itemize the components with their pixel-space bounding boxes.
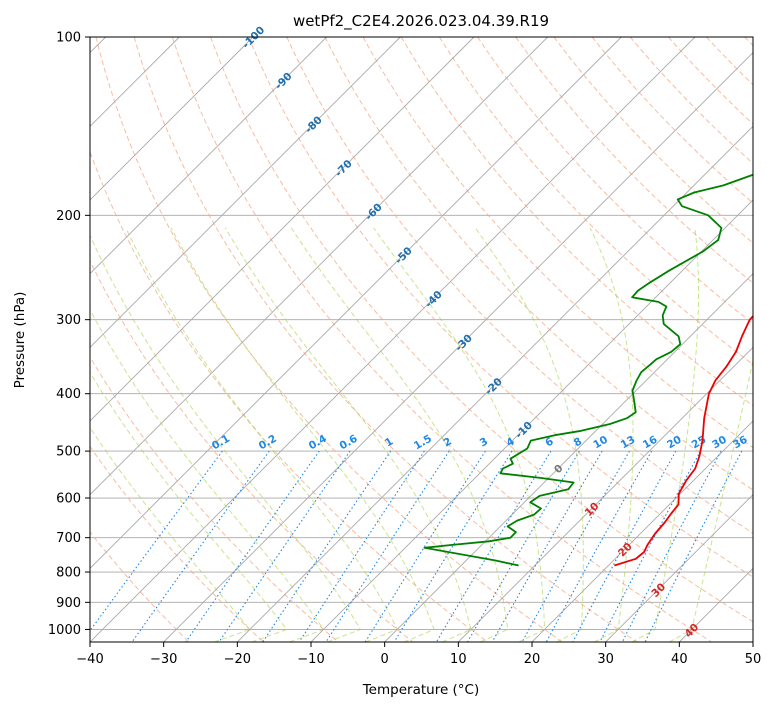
- y-tick-label: 300: [56, 313, 81, 328]
- y-tick-label: 900: [56, 596, 81, 611]
- dry-adiabat: [629, 37, 753, 165]
- mixing-ratio-line: [185, 450, 320, 642]
- moist-adiabat: [90, 308, 325, 642]
- moist-adiabat: [474, 227, 584, 642]
- dry-adiabat: [171, 37, 712, 642]
- y-tick-label: 200: [56, 209, 81, 224]
- mixing-ratio-line: [298, 450, 425, 642]
- y-tick-label: 500: [56, 445, 81, 460]
- mixing-ratio-line: [393, 450, 513, 642]
- moist-adiabat: [90, 426, 251, 642]
- isotherm: [310, 199, 753, 642]
- dry-adiabat: [90, 356, 339, 642]
- isotherm: [531, 420, 753, 642]
- dry-adiabat: [515, 37, 753, 284]
- x-tick-label: −30: [150, 652, 177, 667]
- dry-adiabat: [286, 37, 753, 534]
- isotherm: [90, 37, 548, 496]
- dewpoint-profile-line: [423, 173, 753, 567]
- dry-adiabat: [90, 445, 264, 642]
- y-tick-label: 800: [56, 566, 81, 581]
- isotherm: [90, 37, 475, 422]
- plot-frame: [89, 36, 754, 643]
- moist-adiabat: [170, 227, 435, 642]
- x-axis-label: Temperature (°C): [362, 682, 480, 698]
- isotherm: [458, 346, 753, 642]
- y-tick-label: 600: [56, 492, 81, 507]
- moist-adiabat: [373, 227, 546, 642]
- moist-adiabat: [589, 227, 634, 642]
- isotherm: [90, 37, 254, 201]
- dry-adiabat: [400, 37, 753, 407]
- mixing-ratio-line: [599, 450, 701, 642]
- x-axis: −40 −30 −20 −10 0 10 20 30 40 50: [76, 642, 761, 667]
- x-tick-label: 10: [450, 652, 467, 667]
- y-tick-label: 1000: [48, 623, 81, 638]
- temperature-profile-line: [614, 314, 753, 567]
- dry-adiabat: [133, 37, 638, 642]
- dry-adiabat: [90, 259, 414, 642]
- y-tick-label: 700: [56, 531, 81, 546]
- x-tick-label: −40: [76, 652, 103, 667]
- isotherm: [163, 52, 753, 642]
- isotherm: [90, 37, 401, 348]
- dry-adiabat: [95, 37, 563, 642]
- mixing-ratio-line: [218, 450, 351, 642]
- x-tick-label: −10: [297, 652, 324, 667]
- plot-area: [90, 37, 753, 642]
- y-axis: 100 200 300 400 500 600 700 800 900 1000: [48, 31, 90, 638]
- dry-adiabat: [248, 37, 753, 578]
- background-lines: [90, 37, 753, 642]
- isotherm: [90, 37, 622, 569]
- x-tick-label: −20: [224, 652, 251, 667]
- dry-adiabat: [438, 37, 753, 366]
- moist-adiabat: [669, 358, 753, 642]
- y-tick-label: 100: [56, 31, 81, 46]
- chart-title: wetPf2_C2E4.2026.023.04.39.R19: [293, 12, 549, 31]
- mixing-ratio-line: [521, 450, 630, 642]
- isotherm: [605, 494, 753, 642]
- dry-adiabat: [324, 37, 753, 491]
- dry-adiabat: [210, 37, 753, 623]
- isotherm: [237, 125, 753, 642]
- y-tick-label: 400: [56, 387, 81, 402]
- profile-series: [423, 173, 753, 567]
- isotherm: [90, 37, 327, 275]
- x-tick-label: 20: [524, 652, 541, 667]
- x-tick-label: 50: [745, 652, 762, 667]
- mixing-ratio-line: [545, 450, 653, 642]
- moist-adiabat: [224, 227, 472, 642]
- moist-adiabat: [631, 227, 699, 642]
- mixing-ratio-line: [491, 450, 603, 642]
- mixing-ratio-line: [621, 450, 722, 642]
- moist-adiabat: [90, 371, 288, 642]
- dry-adiabat: [553, 37, 753, 244]
- mixing-ratio-line: [644, 450, 743, 642]
- isotherm: [90, 37, 696, 642]
- y-axis-label: Pressure (hPa): [12, 292, 28, 389]
- x-tick-label: 30: [597, 652, 614, 667]
- mixing-ratio-line: [262, 450, 392, 642]
- x-tick-label: 40: [671, 652, 688, 667]
- x-tick-label: 0: [381, 652, 389, 667]
- mixing-ratio-line: [572, 450, 677, 642]
- moist-adiabat: [290, 227, 509, 642]
- mixing-ratio-line: [90, 450, 223, 632]
